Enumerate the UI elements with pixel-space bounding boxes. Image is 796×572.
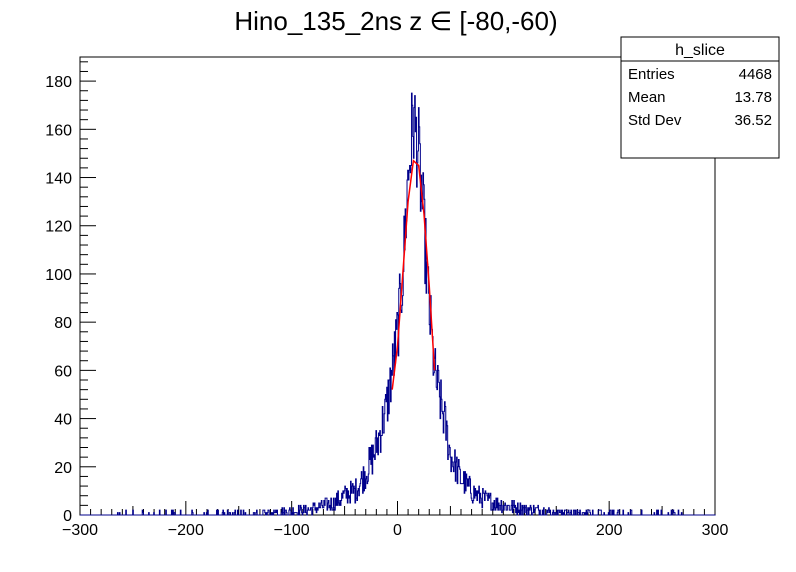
y-tick-label: 40	[54, 412, 72, 429]
y-tick-label: 0	[63, 508, 72, 525]
x-tick-label: −100	[274, 522, 310, 539]
stats-stddev-value: 36.52	[734, 112, 772, 129]
histogram-line	[80, 92, 716, 516]
y-tick-label: 60	[54, 363, 72, 380]
stats-box-title: h_slice	[675, 42, 725, 59]
plot-frame	[79, 56, 716, 516]
y-tick-label: 120	[45, 219, 72, 236]
y-tick-label: 160	[45, 122, 72, 139]
x-tick-label: −200	[168, 522, 204, 539]
stats-box: h_slice Entries 4468 Mean 13.78 Std Dev …	[620, 36, 780, 159]
stats-box-border	[620, 36, 780, 159]
x-tick-label: 100	[490, 522, 517, 539]
y-tick-label: 100	[45, 267, 72, 284]
stats-mean-label: Mean	[628, 89, 666, 106]
y-tick-label: 180	[45, 74, 72, 91]
stats-mean-value: 13.78	[734, 89, 772, 106]
stats-entries-label: Entries	[628, 66, 675, 83]
gaussian-fit	[391, 159, 436, 390]
chart-title: Hino_135_2ns z ∈ [-80,-60)	[234, 6, 557, 36]
histogram-series	[80, 92, 716, 516]
y-tick-label: 80	[54, 315, 72, 332]
x-tick-label: −300	[62, 522, 98, 539]
x-tick-label: 300	[702, 522, 729, 539]
x-tick-label: 0	[393, 522, 402, 539]
y-axis: 0 20 40 60 80 100 120 140 160 180	[45, 61, 96, 525]
x-axis: −300 −200 −100 0 100 200 300	[62, 501, 728, 539]
y-tick-label: 20	[54, 460, 72, 477]
y-tick-label: 140	[45, 171, 72, 188]
fit-line	[391, 159, 436, 390]
x-tick-label: 200	[596, 522, 623, 539]
stats-stddev-label: Std Dev	[628, 112, 682, 129]
stats-entries-value: 4468	[739, 66, 772, 83]
